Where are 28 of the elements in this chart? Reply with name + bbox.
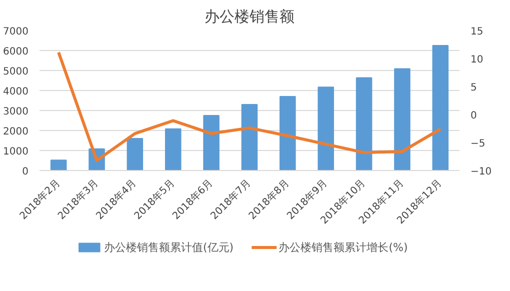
bar: [203, 115, 220, 170]
bar: [280, 96, 296, 170]
y-tick-label: 4000: [3, 86, 29, 98]
bar: [165, 128, 182, 170]
bar: [356, 77, 372, 170]
legend-label: 办公楼销售额累计增长(%): [278, 241, 408, 254]
y-tick-label: 2000: [3, 126, 29, 138]
y2-tick-label: 10: [470, 54, 484, 66]
y2-tick-label: −10: [470, 166, 492, 178]
y2-tick-label: 5: [470, 82, 477, 94]
y2-tick-label: −5: [470, 138, 486, 150]
bar: [126, 138, 144, 170]
bar: [394, 68, 410, 170]
bar: [432, 45, 449, 170]
bar: [50, 160, 67, 170]
y-tick-label: 1000: [3, 146, 29, 158]
y-tick-label: 7000: [3, 26, 29, 38]
legend-label: 办公楼销售额累计值(亿元): [104, 241, 234, 254]
y-tick-label: 0: [22, 166, 29, 178]
y2-tick-label: 0: [470, 110, 477, 122]
y-tick-label: 6000: [3, 46, 29, 58]
bar: [318, 86, 334, 170]
y2-tick-label: 15: [470, 26, 484, 38]
chart-title: 办公楼销售额: [204, 8, 294, 26]
y-tick-label: 5000: [3, 66, 29, 78]
bar: [241, 104, 258, 170]
line-series: [57, 50, 442, 162]
y-tick-label: 3000: [3, 106, 29, 118]
